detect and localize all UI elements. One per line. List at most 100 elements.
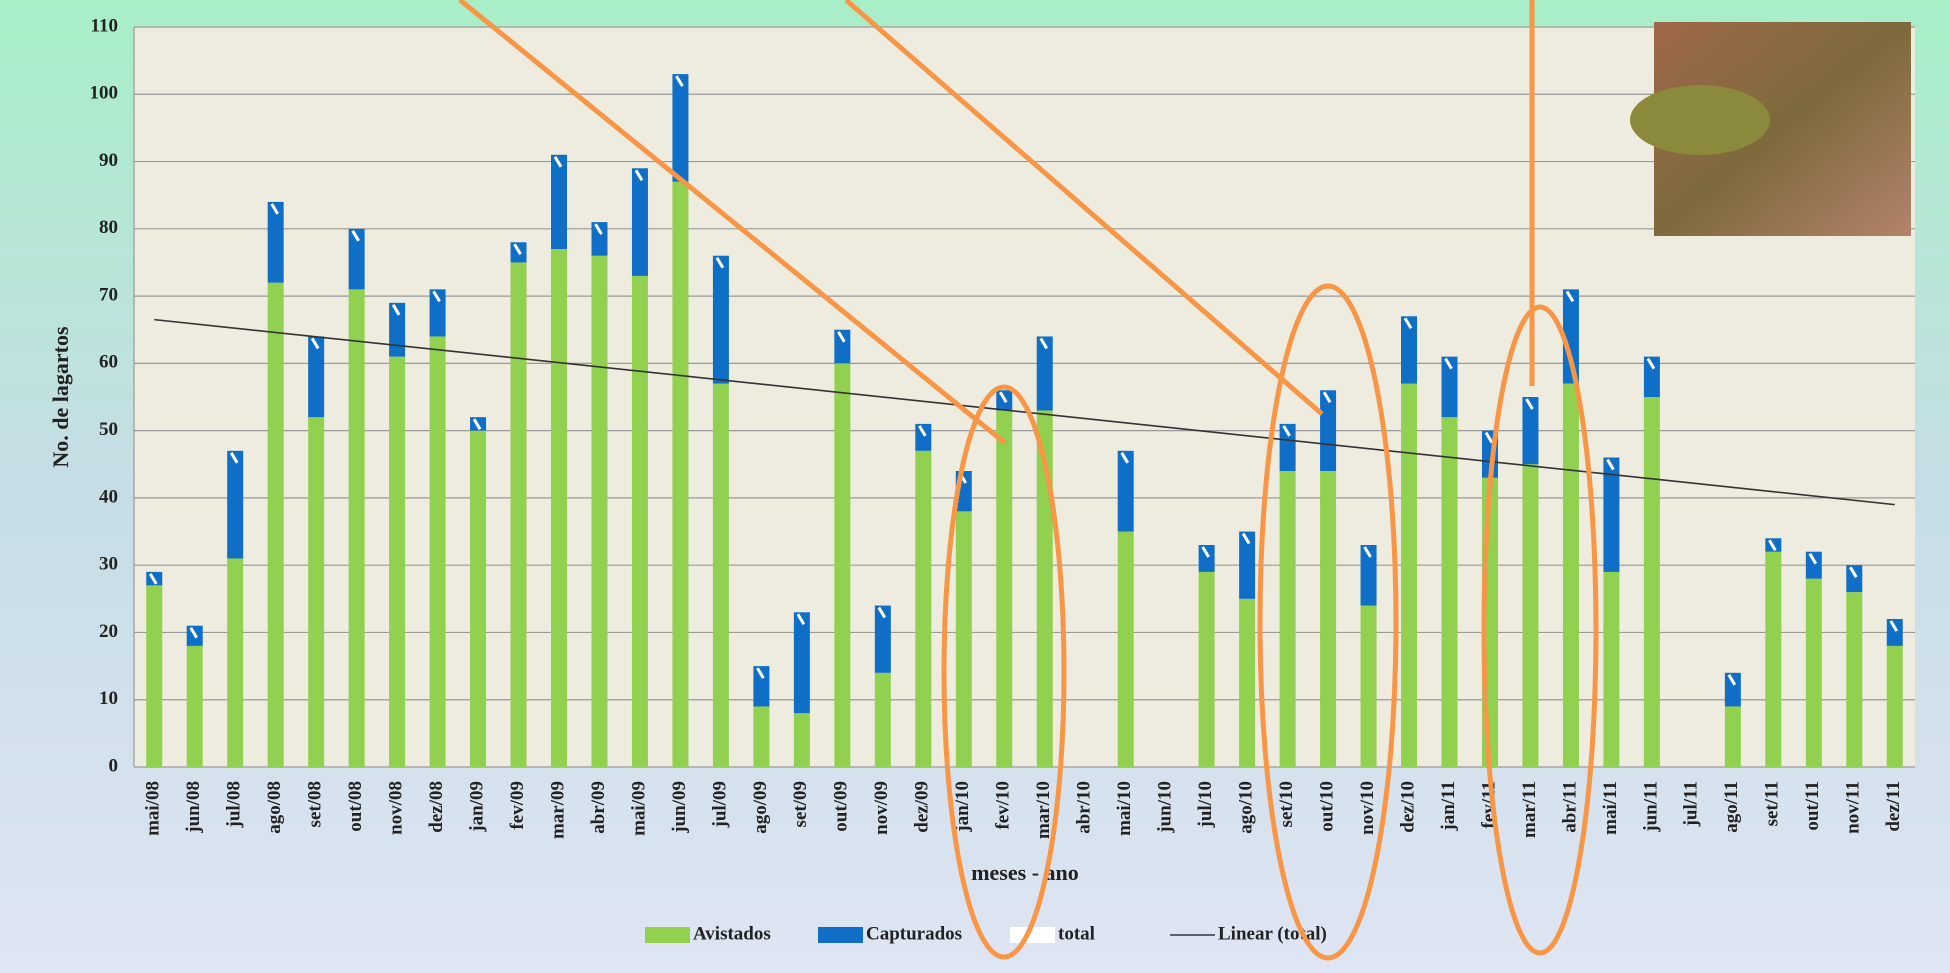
x-tick-label: jul/08	[224, 781, 245, 828]
annotation-line	[844, 0, 1324, 416]
y-tick-label: 80	[99, 217, 118, 238]
x-tick-label: jul/11	[1681, 781, 1702, 827]
bar-segment	[591, 222, 608, 256]
bar-segment	[1522, 464, 1539, 767]
total-marker	[351, 230, 360, 242]
annotation-line	[458, 0, 1007, 445]
x-tick-label: fev/10	[993, 781, 1014, 830]
total-marker	[1727, 674, 1737, 686]
bar-segment	[631, 275, 648, 767]
bar-segment	[1401, 316, 1418, 384]
total-marker	[594, 223, 603, 235]
x-tick-label: mar/09	[547, 781, 568, 839]
bar-segment	[1360, 605, 1377, 767]
bar-segment	[1724, 706, 1741, 767]
x-tick-label: ago/09	[750, 781, 771, 834]
annotation-ellipse	[941, 384, 1067, 960]
bar-segment	[793, 713, 810, 767]
bar-segment	[308, 336, 325, 418]
bar-segment	[1320, 471, 1337, 767]
bar-segment	[1846, 565, 1863, 593]
bar-segment	[1886, 619, 1903, 646]
total-marker	[634, 169, 644, 182]
bar-segment	[470, 430, 487, 767]
x-tick-label: ago/08	[264, 781, 285, 834]
bar-segment	[712, 255, 729, 384]
bar-segment	[389, 356, 406, 767]
legend-label: Avistados	[693, 923, 771, 944]
x-tick-label: mar/11	[1519, 781, 1540, 838]
bar-segment	[308, 417, 325, 767]
x-tick-label: jan/11	[1438, 781, 1459, 832]
total-marker	[998, 391, 1008, 404]
x-axis-label: meses - ano	[971, 860, 1079, 885]
total-marker	[310, 337, 320, 350]
legend-label: Linear (total)	[1218, 923, 1327, 944]
total-marker	[1444, 357, 1453, 370]
bar-segment	[1886, 645, 1903, 767]
trend-line	[154, 318, 1895, 506]
bar-segment	[146, 585, 163, 767]
total-marker	[1363, 546, 1372, 558]
x-tick-label: mar/10	[1033, 781, 1054, 839]
bar-segment	[551, 154, 568, 249]
bar-segment	[834, 329, 851, 364]
total-marker	[837, 330, 846, 343]
total-marker	[1606, 458, 1615, 471]
bar-segment	[1441, 356, 1458, 418]
total-marker	[432, 290, 441, 303]
y-tick-label: 20	[99, 621, 118, 642]
total-marker	[1484, 431, 1494, 444]
y-axis-label: No. de lagartos	[48, 326, 73, 468]
x-tick-label: dez/09	[912, 781, 933, 833]
bar-segment	[1603, 571, 1620, 767]
bar-segment	[753, 666, 770, 707]
bar-segment	[1562, 383, 1579, 767]
total-marker	[513, 243, 522, 256]
legend-swatch	[818, 927, 863, 943]
x-tick-label: set/09	[790, 781, 811, 827]
total-marker	[756, 667, 765, 679]
x-tick-label: ago/10	[1235, 781, 1256, 834]
total-marker	[1525, 398, 1534, 410]
y-tick-label: 60	[99, 352, 118, 373]
x-tick-label: mai/11	[1600, 781, 1621, 835]
annotation-ellipse	[1481, 304, 1599, 956]
total-marker	[189, 626, 199, 639]
bar-segment	[1198, 571, 1215, 767]
total-marker	[229, 452, 239, 464]
bar-segment	[874, 672, 891, 767]
bar-segment	[1198, 545, 1215, 572]
x-tick-label: out/09	[831, 781, 852, 832]
bar-segment	[1036, 336, 1053, 411]
y-tick-label: 70	[99, 284, 118, 305]
bar-segment	[1279, 471, 1296, 767]
bar-segment	[1846, 592, 1863, 767]
total-marker	[1565, 290, 1575, 303]
bar-segment	[551, 249, 568, 767]
bar-segment	[348, 289, 365, 767]
total-marker	[391, 304, 401, 316]
total-marker	[1808, 552, 1818, 565]
y-tick-label: 50	[99, 419, 118, 440]
bar-segment	[1401, 383, 1418, 767]
bar-segment	[1279, 423, 1296, 471]
bar-segment	[915, 423, 932, 451]
x-tick-label: jun/09	[669, 781, 690, 834]
bar-segment	[834, 363, 851, 767]
y-tick-label: 30	[99, 554, 118, 575]
total-marker	[1322, 391, 1332, 404]
total-marker	[675, 75, 684, 87]
bar-segment	[227, 558, 244, 767]
total-marker	[1889, 620, 1899, 632]
total-marker	[1201, 546, 1210, 558]
x-tick-label: out/11	[1802, 781, 1823, 831]
annotations	[458, 0, 1599, 961]
bar-segment	[712, 383, 729, 767]
x-tick-label: dez/10	[1397, 781, 1418, 833]
bar-segment	[1239, 598, 1256, 767]
total-marker	[1282, 425, 1291, 437]
total-marker	[715, 256, 725, 269]
x-tick-label: abr/10	[1074, 781, 1095, 834]
